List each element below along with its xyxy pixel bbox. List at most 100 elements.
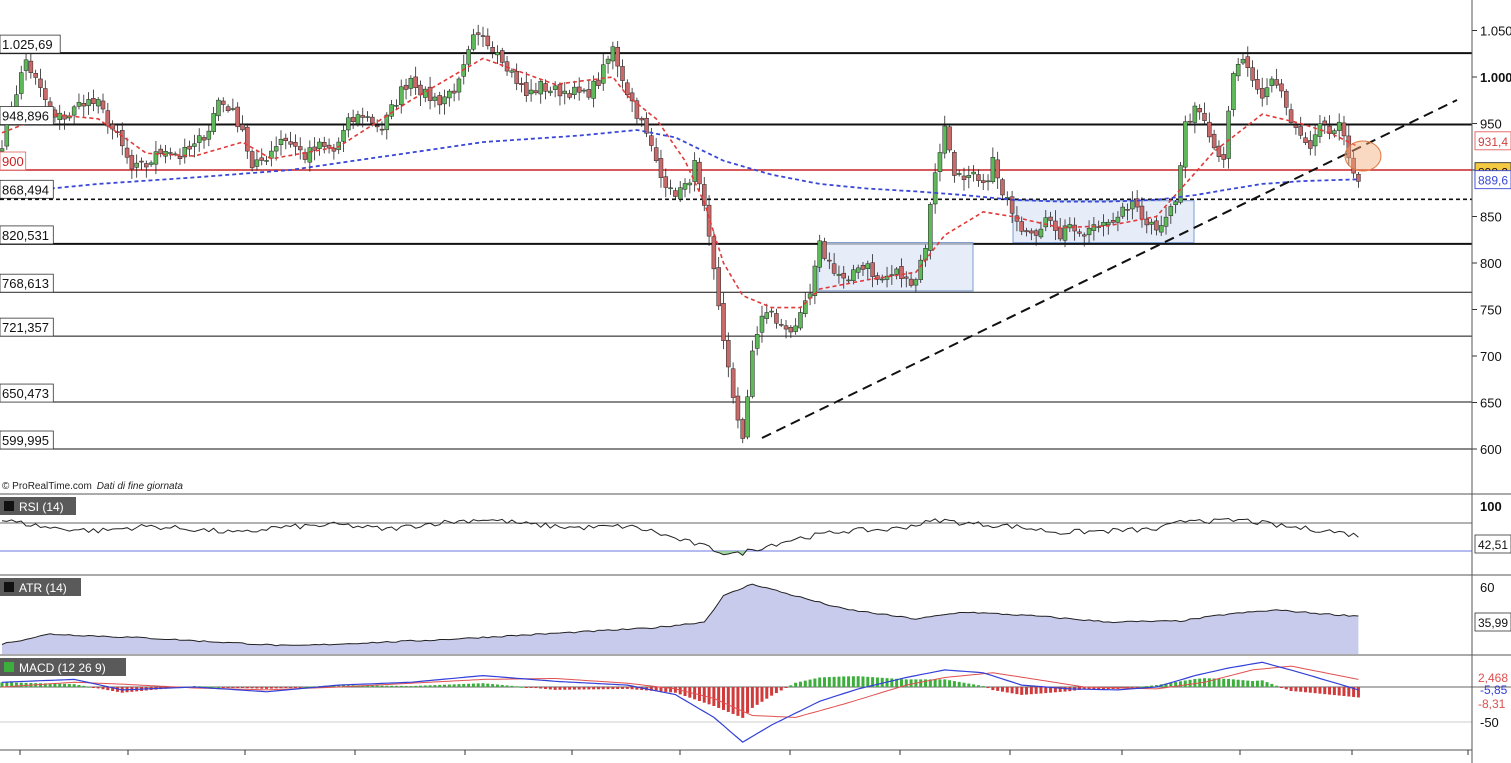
macd-histogram-bar bbox=[43, 683, 47, 687]
macd-histogram-bar bbox=[390, 685, 394, 687]
macd-histogram-bar bbox=[1101, 687, 1105, 690]
macd-histogram-bar bbox=[471, 683, 475, 687]
macd-histogram-bar bbox=[553, 687, 557, 690]
candle-body bbox=[533, 90, 539, 94]
level-label-box bbox=[0, 430, 54, 450]
macd-histogram-bar bbox=[1029, 687, 1033, 695]
candle-body bbox=[562, 90, 568, 94]
candle-body bbox=[899, 266, 904, 279]
macd-histogram-bar bbox=[1087, 687, 1091, 690]
candle-body bbox=[1264, 87, 1270, 98]
candle-body bbox=[644, 117, 649, 134]
candle-body bbox=[730, 368, 736, 398]
price-axis-tick: 800 bbox=[1480, 256, 1502, 271]
macd-histogram-bar bbox=[293, 687, 297, 688]
rsi-axis-tick: 100 bbox=[1480, 499, 1502, 514]
macd-histogram-bar bbox=[245, 687, 249, 689]
macd-histogram-bar bbox=[500, 684, 504, 687]
candle-body bbox=[110, 124, 115, 130]
macd-histogram-bar bbox=[284, 687, 288, 688]
macd-title: MACD (12 26 9) bbox=[19, 661, 106, 675]
macd-histogram-bar bbox=[972, 684, 976, 687]
macd-histogram-bar bbox=[707, 687, 711, 705]
time-axis bbox=[0, 749, 1472, 755]
macd-histogram-bar bbox=[38, 683, 42, 687]
macd-histogram-bar bbox=[847, 676, 851, 687]
rsi-oversold-area bbox=[675, 551, 777, 556]
macd-histogram-bar bbox=[106, 687, 110, 691]
consolidation-box bbox=[817, 242, 974, 292]
price-axis-tick: 700 bbox=[1480, 349, 1502, 364]
level-label: 721,357 bbox=[2, 320, 49, 335]
candle-body bbox=[1067, 224, 1073, 229]
macd-histogram-bar bbox=[241, 687, 244, 688]
candle-body bbox=[1303, 137, 1308, 143]
macd-histogram-bar bbox=[1193, 679, 1197, 687]
candle-body bbox=[1154, 220, 1159, 231]
level-labels: 1.025,69 948,896 900 868,494 820,531 768,613 7… bbox=[0, 34, 61, 450]
macd-histogram-bar bbox=[996, 687, 1000, 691]
macd-histogram-bar bbox=[394, 685, 398, 687]
candle-body bbox=[466, 49, 471, 65]
macd-histogram-bar bbox=[510, 685, 514, 687]
candle-body bbox=[0, 148, 5, 152]
macd-histogram-bar bbox=[433, 685, 437, 687]
ema100-line bbox=[1, 129, 1359, 203]
macd-histogram-bar bbox=[515, 686, 519, 688]
macd-histogram-bar bbox=[750, 687, 754, 708]
candle-body bbox=[817, 240, 822, 268]
macd-histogram-bar bbox=[1082, 687, 1086, 690]
candle-body bbox=[1158, 225, 1164, 233]
candle-body bbox=[1101, 221, 1106, 226]
candle-body bbox=[355, 114, 361, 124]
candle-body bbox=[427, 86, 433, 102]
macd-histogram-bar bbox=[519, 686, 523, 688]
macd-histogram-bar bbox=[895, 678, 899, 687]
candle-body bbox=[956, 173, 962, 175]
candle-body bbox=[653, 147, 659, 161]
candle-body bbox=[980, 180, 986, 183]
candle-body bbox=[942, 125, 948, 154]
candle-body bbox=[836, 273, 842, 276]
macd-histogram-bar bbox=[736, 687, 740, 716]
candle-body bbox=[423, 88, 428, 98]
candle-body bbox=[528, 89, 534, 95]
macd-histogram-bar bbox=[505, 685, 509, 687]
candle-body bbox=[1130, 200, 1135, 210]
candle-body bbox=[201, 137, 207, 141]
macd-histogram-bar bbox=[1304, 687, 1308, 693]
macd-histogram-bar bbox=[746, 687, 750, 713]
candle-body bbox=[57, 112, 62, 120]
candle-body bbox=[682, 183, 688, 190]
macd-histogram-bar bbox=[1318, 687, 1322, 694]
candle-body bbox=[211, 113, 216, 132]
candle-body bbox=[221, 100, 226, 105]
macd-histogram-bar bbox=[928, 679, 932, 687]
macd-histogram-bar bbox=[370, 685, 374, 687]
candle-body bbox=[596, 79, 601, 86]
macd-histogram-bar bbox=[563, 687, 567, 690]
macd-histogram-bar bbox=[1236, 679, 1240, 687]
uptrend-line bbox=[761, 99, 1458, 439]
macd-histogram-bar bbox=[91, 687, 95, 688]
macd-histogram-bar bbox=[1356, 687, 1360, 698]
candle-body bbox=[182, 147, 188, 158]
time-axis-ticks bbox=[19, 750, 1469, 755]
price-axis-tick: 600 bbox=[1480, 442, 1502, 457]
macd-histogram-bar bbox=[1352, 687, 1356, 697]
macd-histogram-bar bbox=[1126, 687, 1130, 688]
candle-body bbox=[144, 163, 149, 168]
price-axis-tick: 650 bbox=[1480, 396, 1502, 411]
macd-histogram-bar bbox=[265, 687, 269, 689]
candle-body bbox=[1226, 110, 1231, 159]
macd-histogram-bar bbox=[414, 685, 418, 687]
candle-body bbox=[370, 116, 375, 124]
macd-histogram-bar bbox=[0, 682, 4, 687]
candle-body bbox=[601, 64, 606, 84]
atr-area bbox=[2, 584, 1359, 654]
candle-body bbox=[346, 117, 351, 131]
candle-body bbox=[692, 160, 697, 182]
macd-histogram-bar bbox=[342, 685, 346, 687]
candle-body bbox=[971, 171, 976, 175]
macd-histogram-bar bbox=[572, 687, 576, 690]
